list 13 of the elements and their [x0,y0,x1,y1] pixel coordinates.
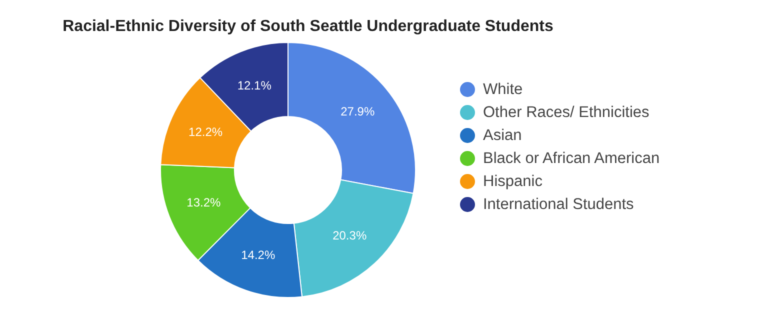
legend-label: Other Races/ Ethnicities [483,103,650,123]
legend-label: International Students [483,195,635,215]
data-label: 12.2% [188,124,223,139]
legend-label: Hispanic [483,172,544,192]
data-label: 12.1% [237,78,272,92]
legend-label: White [483,80,524,100]
data-label: 13.2% [186,195,222,210]
legend-label: Black or African American [483,149,661,169]
data-label: 14.2% [241,248,276,262]
data-label: 27.9% [340,104,375,118]
chart-title: Racial-Ethnic Diversity of South Seattle Undergraduate Students [62,17,554,36]
data-label: 20.3% [332,228,367,243]
legend-label: Asian [483,126,523,146]
